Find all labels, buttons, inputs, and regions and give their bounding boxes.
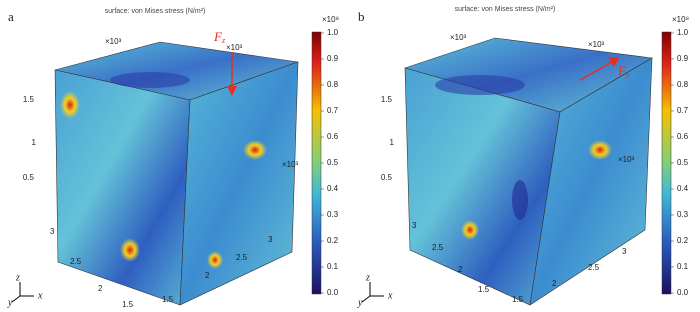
axis-tick-label: 1.5 <box>162 295 174 304</box>
force-arrow <box>579 61 613 81</box>
axis-tick-label: 1 <box>390 138 395 147</box>
cube-a <box>54 41 299 306</box>
force-arrowhead <box>227 86 237 96</box>
force-label: Fz <box>213 29 226 45</box>
force-label: Fy <box>617 63 630 79</box>
axis-tick-label: 1.5 <box>122 300 134 309</box>
axis-tick-label: 1.5 <box>381 95 393 104</box>
colorbar-tick-label: 0.2 <box>677 236 689 245</box>
colorbar-tick-label: 0.9 <box>677 54 689 63</box>
colorbar-tick-label: 0.8 <box>327 80 339 89</box>
colorbar-tick-label: 0.7 <box>327 106 339 115</box>
colorbar-tick-label: 0.0 <box>677 288 689 297</box>
axis-name: y <box>7 297 13 308</box>
colorbar <box>311 31 322 295</box>
axis-tick-label: 1.5 <box>512 295 524 304</box>
axis-tick-label: 1.5 <box>478 285 490 294</box>
hotspot <box>588 140 612 160</box>
axis-tick-label: 2 <box>205 271 210 280</box>
axis-name: x <box>37 290 43 301</box>
colorbar-tick-label: 0.7 <box>677 106 689 115</box>
axis-tick-label: 1.5 <box>23 95 35 104</box>
right-face <box>529 57 653 306</box>
colorbar-tick-label: 0.8 <box>677 80 689 89</box>
colorbar-tick-label: 1.0 <box>327 28 339 37</box>
figure-title: surface: von Mises stress (N/m²) <box>455 6 556 13</box>
colorbar-tick-label: 0.3 <box>327 210 339 219</box>
colorbar-multiplier: ×10⁸ <box>672 15 689 24</box>
colorbar-tick-label: 0.1 <box>677 262 689 271</box>
low-region <box>435 75 525 95</box>
axis-tick-label: 2.5 <box>70 257 82 266</box>
force-symbol: F <box>617 63 627 78</box>
colorbar-tick-label: 0.5 <box>327 158 339 167</box>
axis-tick-label: 2.5 <box>588 263 600 272</box>
hotspot <box>120 238 140 262</box>
axis-tick-label: 2 <box>98 284 103 293</box>
axis-name: y <box>357 297 363 308</box>
hotspot <box>60 91 80 119</box>
axis-name: x <box>387 290 393 301</box>
colorbar-tick-label: 0.6 <box>677 132 689 141</box>
panel-label: b <box>358 9 365 24</box>
colorbar-multiplier: ×10⁸ <box>322 15 339 24</box>
axis-name: z <box>15 272 20 283</box>
figure-title: surface: von Mises stress (N/m²) <box>105 8 206 15</box>
axes-icon <box>11 282 384 303</box>
axis-tick-label: 1 <box>32 138 37 147</box>
colorbar-tick-label: 0.0 <box>327 288 339 297</box>
axis-tick-label: ×10³ <box>105 37 122 46</box>
cube-b <box>403 37 653 306</box>
colorbar-tick-label: 0.4 <box>327 184 339 193</box>
colorbar-tick-label: 0.3 <box>677 210 689 219</box>
low-region <box>512 180 528 220</box>
axis-tick-label: ×10³ <box>618 155 635 164</box>
colorbar-tick-label: 0.4 <box>677 184 689 193</box>
hotspot <box>207 251 223 269</box>
axis-tick-label: ×10³ <box>282 160 299 169</box>
hotspot <box>461 220 479 240</box>
hotspot <box>243 140 267 160</box>
colorbar-tick-label: 1.0 <box>677 28 689 37</box>
axis-tick-label: ×10³ <box>588 40 605 49</box>
axis-name: z <box>365 272 370 283</box>
axis-tick-label: ×10³ <box>226 43 243 52</box>
axis-tick-label: 2.5 <box>432 243 444 252</box>
axis-tick-label: 3 <box>50 227 55 236</box>
axis-tick-label: 0.5 <box>381 173 393 182</box>
colorbar <box>661 31 672 295</box>
axis-tick-label: 2.5 <box>236 253 248 262</box>
colorbar-tick-label: 0.2 <box>327 236 339 245</box>
force-symbol: F <box>213 29 223 44</box>
force-subscript: z <box>221 36 226 45</box>
axis-tick-label: 3 <box>622 247 627 256</box>
colorbar-tick-label: 0.1 <box>327 262 339 271</box>
axis-tick-label: ×10³ <box>450 33 467 42</box>
low-region <box>110 72 190 88</box>
axis-tick-label: 2 <box>552 279 557 288</box>
axis-tick-label: 3 <box>268 235 273 244</box>
colorbar-tick-label: 0.5 <box>677 158 689 167</box>
axis-tick-label: 3 <box>412 221 417 230</box>
axis-tick-label: 2 <box>458 265 463 274</box>
colorbar-tick-label: 0.9 <box>327 54 339 63</box>
force-arrowhead <box>608 57 620 67</box>
panel-label: a <box>8 9 14 24</box>
force-subscript: y <box>625 70 630 79</box>
colorbar-tick-label: 0.6 <box>327 132 339 141</box>
right-face <box>179 61 299 306</box>
axis-tick-label: 0.5 <box>23 173 35 182</box>
